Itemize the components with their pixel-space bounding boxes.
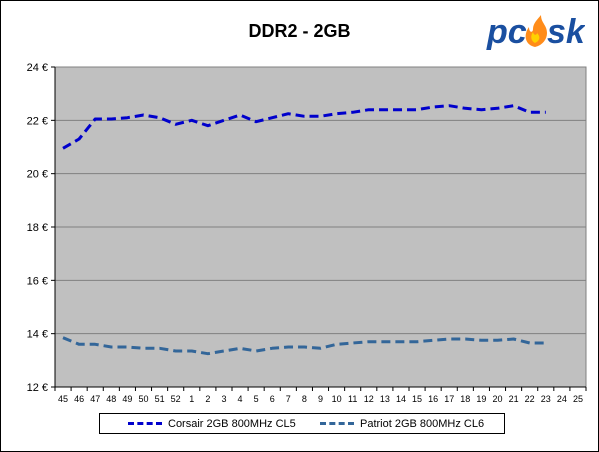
- y-tick-label: 12 €: [27, 382, 48, 394]
- x-tick-label: 46: [74, 394, 84, 404]
- x-tick-label: 3: [221, 394, 226, 404]
- x-tick-label: 6: [270, 394, 275, 404]
- x-tick-label: 9: [318, 394, 323, 404]
- x-tick-label: 16: [428, 394, 438, 404]
- y-tick-label: 16 €: [27, 275, 48, 287]
- x-tick-label: 15: [412, 394, 422, 404]
- y-tick-label: 14 €: [27, 329, 48, 341]
- x-tick-label: 10: [332, 394, 342, 404]
- chart-legend: Corsair 2GB 800MHz CL5 Patriot 2GB 800MH…: [99, 413, 505, 434]
- x-tick-label: 8: [302, 394, 307, 404]
- x-tick-label: 20: [492, 394, 502, 404]
- x-tick-label: 45: [58, 394, 68, 404]
- x-tick-label: 21: [509, 394, 519, 404]
- x-tick-label: 14: [396, 394, 406, 404]
- y-tick-label: 20 €: [27, 169, 48, 181]
- x-tick-label: 48: [106, 394, 116, 404]
- x-tick-label: 50: [138, 394, 148, 404]
- legend-item-patriot: Patriot 2GB 800MHz CL6: [320, 414, 484, 433]
- x-tick-label: 11: [348, 394, 357, 404]
- x-tick-label: 2: [205, 394, 210, 404]
- y-tick-label: 24 €: [27, 62, 48, 74]
- y-tick-label: 18 €: [27, 222, 48, 234]
- legend-swatch-patriot: [320, 422, 354, 425]
- x-tick-label: 1: [189, 394, 194, 404]
- chart-area: 12 €14 €16 €18 €20 €22 €24 €45 46 47 48 49 50…: [1, 1, 598, 411]
- y-tick-label: 22 €: [27, 115, 48, 127]
- legend-label-patriot: Patriot 2GB 800MHz CL6: [360, 418, 484, 430]
- x-tick-label: 52: [171, 394, 181, 404]
- x-tick-label: 23: [541, 394, 551, 404]
- x-tick-label: 4: [238, 394, 243, 404]
- x-tick-label: 18: [460, 394, 470, 404]
- legend-swatch-corsair: [128, 422, 162, 425]
- x-tick-label: 51: [155, 394, 165, 404]
- x-tick-label: 7: [286, 394, 291, 404]
- x-tick-label: 49: [122, 394, 132, 404]
- x-tick-label: 24: [557, 394, 567, 404]
- x-tick-label: 12: [364, 394, 374, 404]
- x-tick-label: 5: [254, 394, 259, 404]
- x-tick-label: 25: [573, 394, 583, 404]
- x-tick-label: 22: [525, 394, 535, 404]
- x-tick-label: 13: [380, 394, 390, 404]
- legend-item-corsair: Corsair 2GB 800MHz CL5: [128, 414, 296, 433]
- x-tick-label: 19: [476, 394, 486, 404]
- legend-label-corsair: Corsair 2GB 800MHz CL5: [168, 418, 296, 430]
- x-tick-label: 17: [444, 394, 454, 404]
- x-tick-label: 47: [90, 394, 100, 404]
